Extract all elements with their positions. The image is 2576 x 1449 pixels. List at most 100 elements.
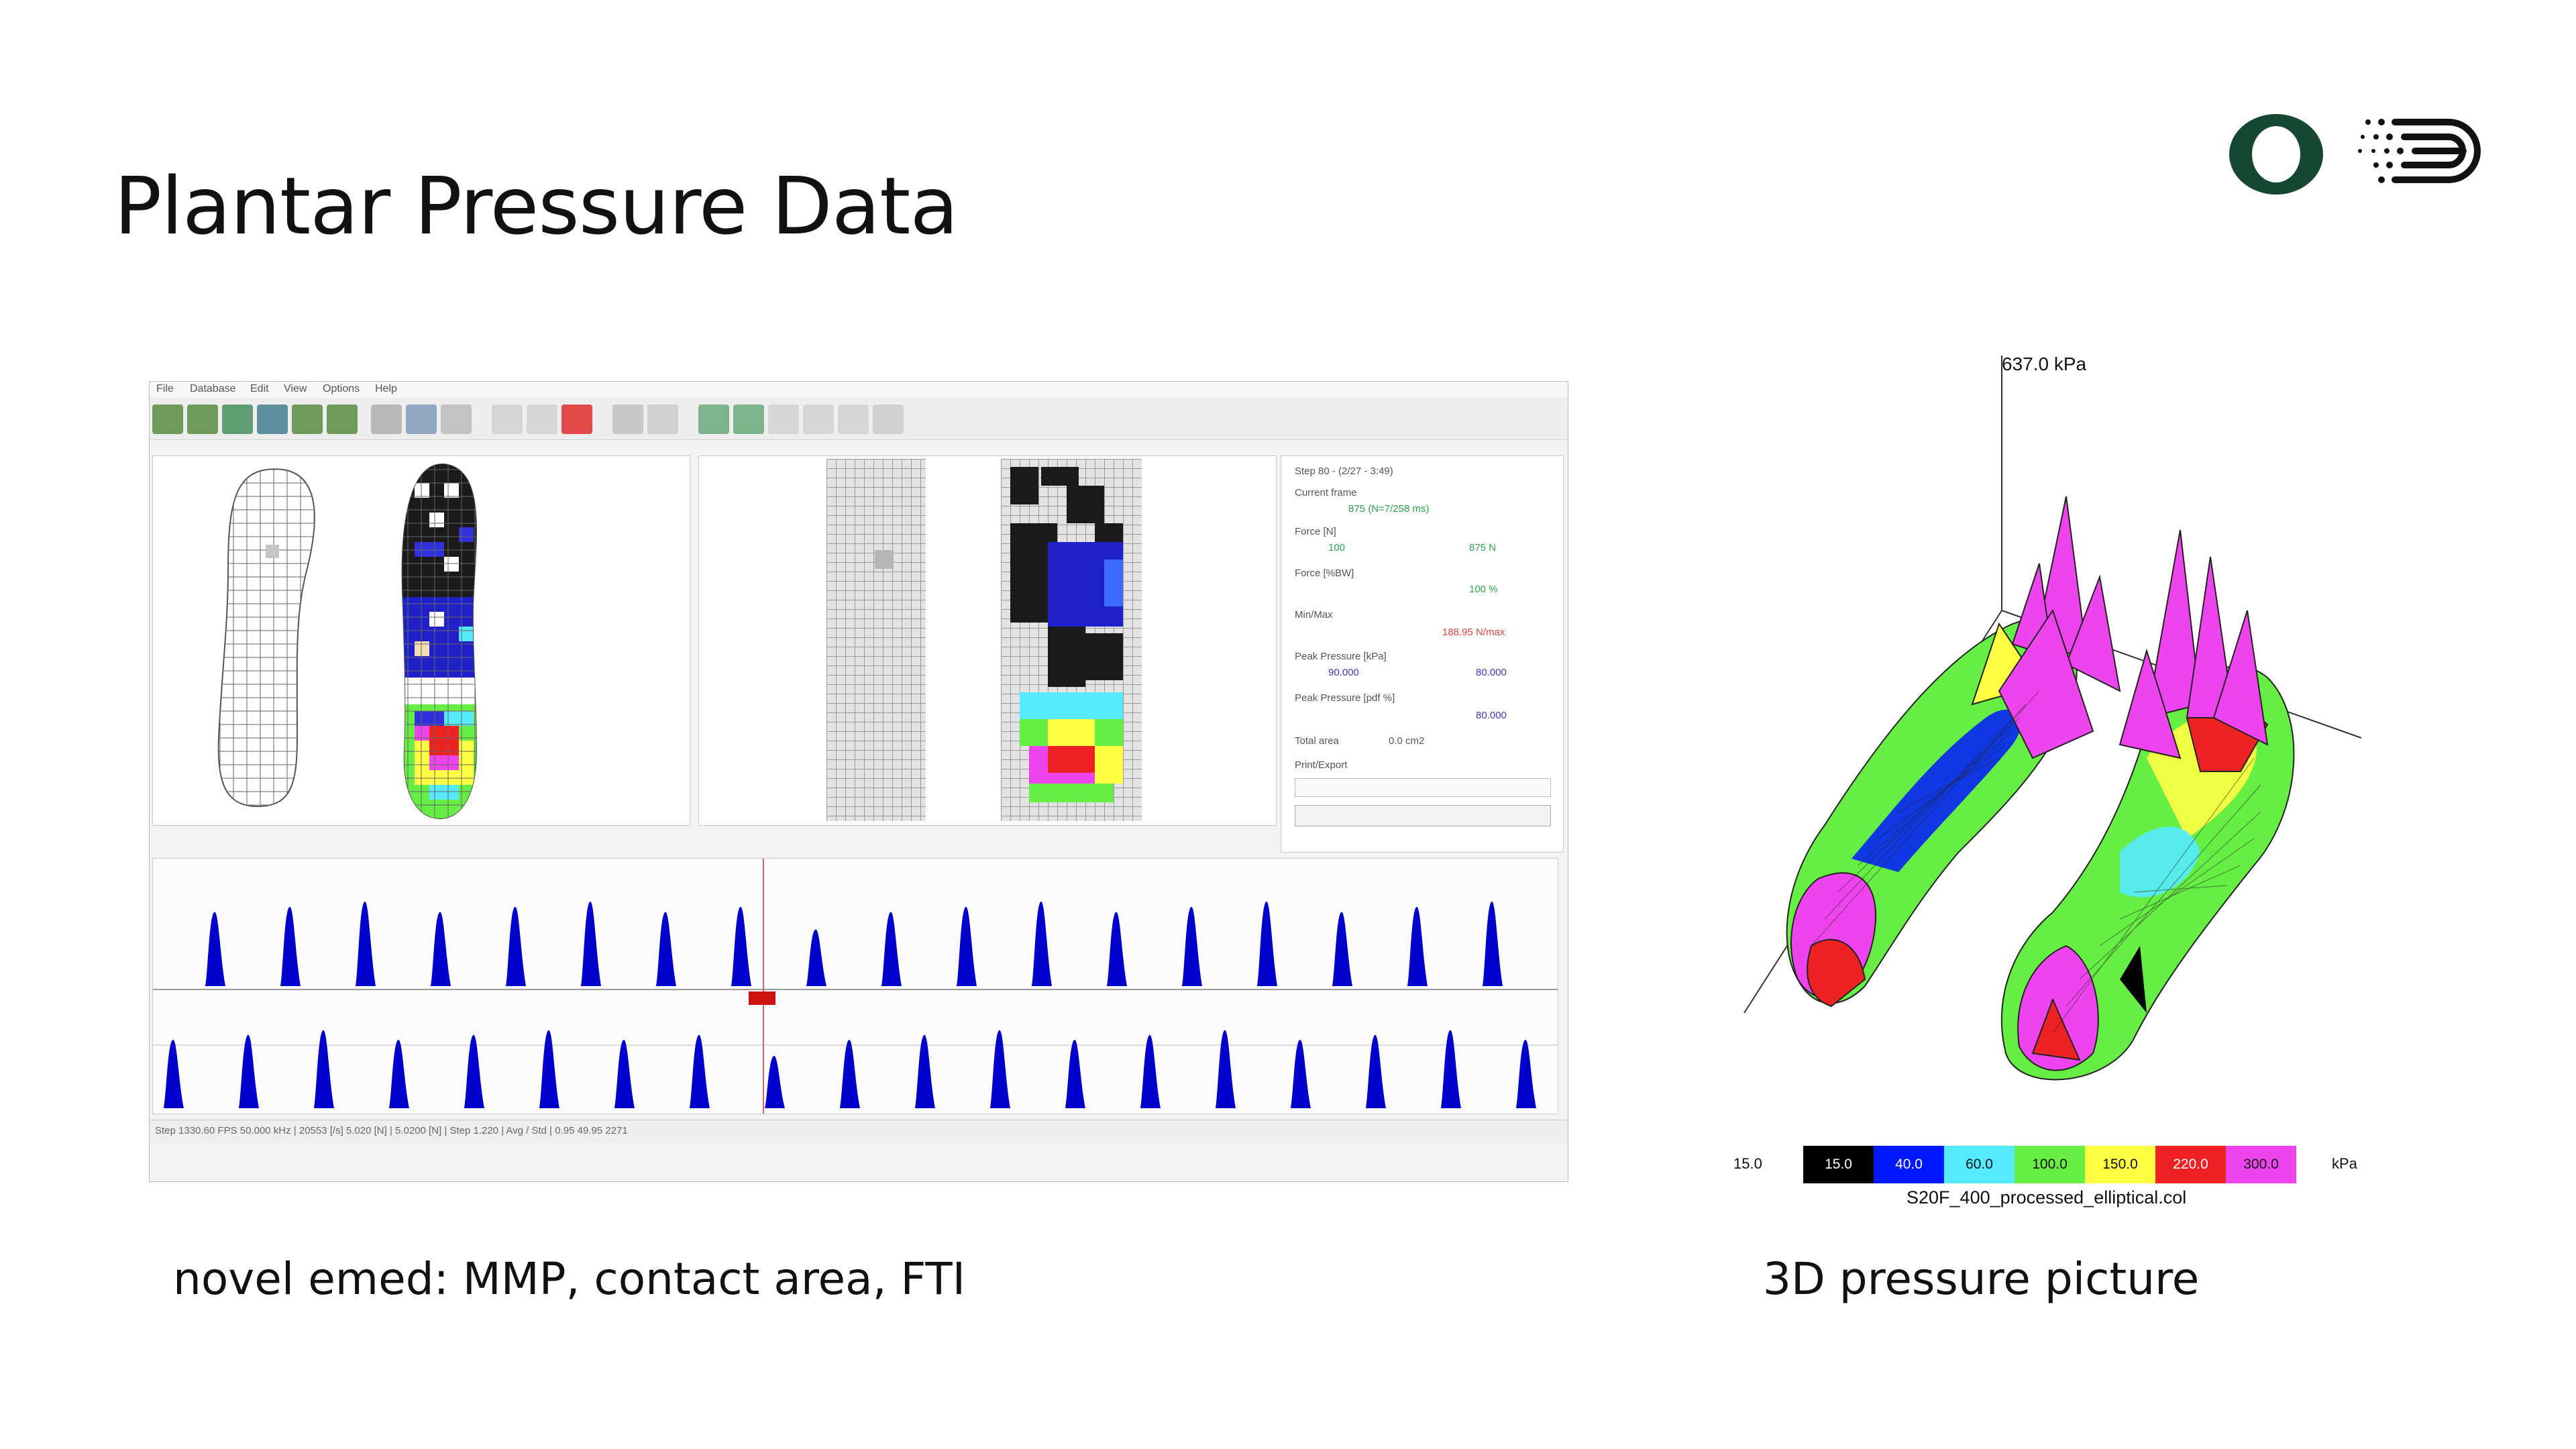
emed-caption: novel emed: MMP, contact area, FTI (173, 1253, 966, 1305)
emed-toolbar (150, 398, 1568, 440)
curves-top-peak (506, 906, 526, 986)
curves-top-peak (431, 912, 451, 986)
info-value-5: 188.95 N/max (1442, 627, 1505, 638)
curves-top-peak (881, 912, 902, 986)
force-curve-panel (152, 858, 1558, 1114)
curves-bottom-peak (1366, 1034, 1386, 1108)
tool-table-icon[interactable] (371, 405, 402, 434)
status-text: Step 1330.60 FPS 50.000 kHz | 20553 [/s]… (155, 1125, 628, 1136)
tool-graph-icon[interactable] (406, 405, 437, 434)
tool-angle-1-icon[interactable] (803, 405, 834, 434)
curves-bottom-peak (1516, 1040, 1536, 1108)
tool-delete-icon[interactable] (561, 405, 592, 434)
legend-swatch-5: 220.0 (2155, 1146, 2226, 1183)
curves-bottom-peak (1441, 1030, 1461, 1108)
curves-bottom-peak (690, 1034, 710, 1108)
curves-top-peak (656, 912, 676, 986)
info-value-6: 90.000 (1328, 667, 1359, 678)
tool-foot-1-icon[interactable] (152, 405, 183, 434)
curves-top-peak (1332, 912, 1352, 986)
legend-swatch-1: 40.0 (1874, 1146, 1944, 1183)
curves-top-peak (280, 906, 301, 986)
tool-foot-4-icon[interactable] (257, 405, 288, 434)
curves-bottom-peak (539, 1030, 559, 1108)
sensor-cell-highlight (875, 550, 894, 569)
tool-zoom-out-icon[interactable] (733, 405, 764, 434)
menu-edit[interactable]: Edit (250, 383, 269, 394)
legend-swatch-0: 15.0 (1803, 1146, 1874, 1183)
curves-top-peak (1483, 901, 1503, 986)
curves-top-peak (1032, 901, 1052, 986)
curves-bottom-peak (314, 1030, 334, 1108)
info-value-9: 0.0 cm2 (1389, 735, 1425, 747)
info-value-2: 100 (1328, 542, 1346, 553)
curves-bottom-peak (990, 1030, 1010, 1108)
info-panel: Step 80 - (2/27 - 3:49) Current frame 87… (1281, 455, 1564, 853)
curves-bottom-peak (840, 1040, 860, 1108)
info-line-7: Peak Pressure [pdf %] (1295, 692, 1395, 704)
info-value-3: 875 N (1469, 542, 1497, 553)
info-line-1: Step 80 - (2/27 - 3:49) (1295, 466, 1393, 477)
pressure-color-legend: 15.0 40.0 60.0 100.0 150.0 220.0 300.0 (1803, 1146, 2296, 1183)
speed-lines-logo (2358, 119, 2481, 183)
oregon-o-logo (2229, 114, 2323, 195)
tool-angle-2-icon[interactable] (838, 405, 869, 434)
menu-database[interactable]: Database (190, 383, 236, 394)
menu-file[interactable]: File (156, 383, 174, 394)
info-line-2: Current frame (1295, 487, 1357, 498)
info-line-3: Force [N] (1295, 526, 1336, 537)
tool-export-icon[interactable] (441, 405, 472, 434)
curves-top-peak (957, 906, 977, 986)
curves-bottom-peak (1140, 1034, 1161, 1108)
tool-undo-icon[interactable] (647, 405, 678, 434)
curves-bottom-peak (164, 1040, 184, 1108)
tool-pick-icon[interactable] (768, 405, 799, 434)
info-field[interactable] (1295, 778, 1551, 797)
3d-caption: 3D pressure picture (1763, 1253, 2200, 1305)
info-line-9: Print/Export (1295, 759, 1348, 771)
foot-panel-right (698, 455, 1277, 826)
info-value-8: 80.000 (1476, 710, 1507, 721)
3d-axis-max-label: 637.0 kPa (2002, 354, 2087, 374)
info-dropdown[interactable] (1295, 805, 1551, 826)
info-value-4: 100 % (1469, 584, 1498, 595)
curves-top-peak (581, 901, 601, 986)
curves-bottom-peak (1065, 1040, 1085, 1108)
tool-foot-3-icon[interactable] (222, 405, 253, 434)
tool-doc-icon[interactable] (612, 405, 643, 434)
legend-unit-label: kPa (2332, 1155, 2357, 1172)
menu-help[interactable]: Help (375, 383, 397, 394)
legend-swatch-6: 300.0 (2226, 1146, 2296, 1183)
info-line-4: Force [%BW] (1295, 568, 1354, 579)
info-value-7: 80.000 (1476, 667, 1507, 678)
info-line-5: Min/Max (1295, 609, 1333, 621)
curves-top-peak (356, 901, 376, 986)
menu-options[interactable]: Options (323, 383, 360, 394)
curves-top-peak (1407, 906, 1428, 986)
3d-pressure-render (1743, 356, 2362, 1081)
tool-cursor-icon[interactable] (492, 405, 523, 434)
sensor-grid-foot (1001, 459, 1142, 821)
tool-cross-icon[interactable] (527, 405, 557, 434)
tool-redo-icon[interactable] (873, 405, 904, 434)
color-file-label: S20F_400_processed_elliptical.col (1907, 1187, 2187, 1208)
curves-top-peak (731, 906, 751, 986)
menu-view[interactable]: View (284, 383, 307, 394)
slide-title: Plantar Pressure Data (114, 160, 959, 252)
curves-bottom-peak (239, 1034, 259, 1108)
tool-foot-2-icon[interactable] (187, 405, 218, 434)
info-line-6: Peak Pressure [kPa] (1295, 651, 1387, 662)
curves-top-peak (1182, 906, 1202, 986)
legend-swatch-4: 150.0 (2085, 1146, 2155, 1183)
tool-foot-6-icon[interactable] (327, 405, 358, 434)
tool-foot-5-icon[interactable] (292, 405, 323, 434)
frame-marker[interactable] (749, 991, 775, 1005)
curves-top-peak (806, 929, 826, 986)
emed-menubar: File Database Edit View Options Help (150, 382, 1568, 398)
curves-bottom-peak (389, 1040, 409, 1108)
emed-statusbar: Step 1330.60 FPS 50.000 kHz | 20553 [/s]… (150, 1120, 1568, 1143)
tool-zoom-in-icon[interactable] (698, 405, 729, 434)
sensor-grid (826, 459, 926, 821)
curves-top-peak (205, 912, 225, 986)
legend-swatch-3: 100.0 (2015, 1146, 2085, 1183)
